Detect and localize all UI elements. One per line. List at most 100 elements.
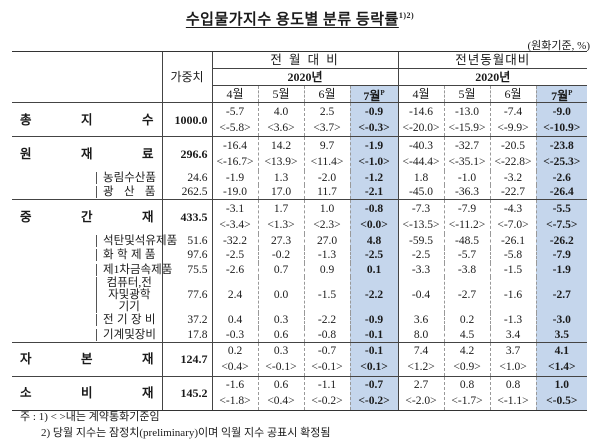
yoy-value-cell: -5.7 xyxy=(443,248,491,263)
mom-value-cell: 27.3 xyxy=(257,233,304,248)
yoy-value-cell: -1.6 xyxy=(489,277,537,313)
unit-label: (원화기준, %) xyxy=(527,40,590,52)
contract-currency-value: <-9.9> xyxy=(497,121,529,134)
footnote-2: 2) 당월 지수는 잠정치(preliminary)이며 익월 지수 공표시 확… xyxy=(41,427,331,439)
contract-currency-value: <-11.2> xyxy=(448,218,486,231)
mom-value-cell: 9.7 <11.4> xyxy=(303,136,350,171)
weight-cell: 97.6 xyxy=(161,248,212,263)
yoy-value-cell: -3.3 xyxy=(397,262,445,277)
contract-currency-value: <-0.1> xyxy=(265,361,297,373)
yoy-value-cell: -7.4 <-9.9> xyxy=(489,102,537,137)
weight-cell: 77.6 xyxy=(161,277,212,313)
mom-value-cell: -0.1 <0.1> xyxy=(349,341,399,376)
yoy-value-cell: 2.7 <-2.0> xyxy=(397,375,445,411)
yoy-value-cell: -4.3 <-7.0> xyxy=(489,199,537,234)
yoy-value-cell: -26.2 xyxy=(535,233,588,248)
mom-value-cell: -0.3 xyxy=(211,327,258,342)
yoy-value-cell: -9.0 <-10.9> xyxy=(535,102,588,137)
yoy-value-cell: -0.4 xyxy=(397,277,445,313)
yoy-value-cell: -48.5 xyxy=(443,233,491,248)
category-row: 소 비 재 145.2 -1.6 <-1.8> 0.6 <0.4> -1.1 <-0.2> -0.7… xyxy=(12,375,588,411)
weight-cell: 37.2 xyxy=(161,313,212,328)
mom-value-cell: -0.1 xyxy=(349,327,399,342)
preliminary-mark: P xyxy=(380,88,385,97)
mom-value-cell: 0.7 xyxy=(257,262,304,277)
import-price-index-table: 가중치 전 월 대 비 전년동월대비 2020년 2020년 4월 5월 6월 7월P 4월 5월 6… xyxy=(12,51,588,411)
yoy-value-cell: 7.4 <1.2> xyxy=(397,341,445,376)
yoy-value-cell: -23.8 <-25.3> xyxy=(535,136,588,171)
subcategory-row: 광 산 품 262.5 -19.0 17.0 11.7 -2.1 -45.0 -36.3 -22.7… xyxy=(12,185,588,200)
contract-currency-value: <-7.0> xyxy=(497,218,529,231)
yoy-value-cell: 3.5 xyxy=(535,327,588,342)
mom-value-cell: 27.0 xyxy=(303,233,350,248)
mom-value-cell: -1.9 <-1.0> xyxy=(349,136,399,171)
yoy-value-cell: -3.2 xyxy=(489,170,537,185)
yoy-value-cell: 0.8 <-1.7> xyxy=(443,375,491,411)
weight-header: 가중치 xyxy=(161,51,212,103)
contract-currency-value: <-7.5> xyxy=(546,218,578,231)
contract-currency-value: <-22.8> xyxy=(494,155,532,168)
category-row: 자 본 재 124.7 0.2 <0.4> 0.3 <-0.1> -0.7 <-0.1> -0.1 <… xyxy=(12,341,588,376)
weight-cell: 51.6 xyxy=(161,233,212,248)
mom-value-cell: 17.0 xyxy=(257,185,304,200)
subcategory-row: 전 기 장 비 37.2 0.4 0.3 -2.2 -0.9 3.6 0.2 -1.3 -3.0 xyxy=(12,313,588,328)
subcategory-row: 기 계 및 장 비 17.8 -0.3 0.6 -0.8 -0.1 8.0 4.5 3.4 3.5 xyxy=(12,327,588,343)
yoy-value-cell: -3.0 xyxy=(535,313,588,328)
title-footnote-ref: 1)2) xyxy=(398,11,415,20)
mom-year-header: 2020년 xyxy=(211,68,399,86)
mom-month-header: 6월 xyxy=(303,85,350,103)
header-row-group: 가중치 전 월 대 비 전년동월대비 xyxy=(12,51,588,103)
mom-value-cell: -1.9 xyxy=(211,170,258,185)
yoy-value-cell: -14.6 <-20.0> xyxy=(397,102,445,137)
contract-currency-value: <2.3> xyxy=(313,218,341,231)
yoy-group-header: 전년동월대비 xyxy=(397,51,588,69)
yoy-value-cell: -26.1 xyxy=(489,233,537,248)
mom-value-cell: -1.5 xyxy=(303,277,350,313)
weight-cell: 433.5 xyxy=(161,199,212,234)
mom-value-cell: -0.7 <-0.2> xyxy=(349,375,399,411)
mom-value-cell: 1.7 <1.3> xyxy=(257,199,304,234)
mom-value-cell: 0.1 xyxy=(349,262,399,277)
yoy-value-cell: -20.5 <-22.8> xyxy=(489,136,537,171)
mom-value-cell: -1.3 xyxy=(303,248,350,263)
mom-month-header: 5월 xyxy=(257,85,304,103)
yoy-value-cell: -7.9 xyxy=(535,248,588,263)
contract-currency-value: <3.6> xyxy=(267,121,295,134)
yoy-value-cell: -2.6 xyxy=(535,170,588,185)
mom-value-cell: -3.1 <-3.4> xyxy=(211,199,258,234)
contract-currency-value: <0.0> xyxy=(360,218,388,231)
mom-value-cell: -2.0 xyxy=(303,170,350,185)
yoy-value-cell: 3.7 <1.0> xyxy=(489,341,537,376)
yoy-month-header: 6월 xyxy=(489,85,537,103)
mom-value-cell: 2.4 xyxy=(211,277,258,313)
contract-currency-value: <1.2> xyxy=(407,361,435,373)
contract-currency-value: <1.3> xyxy=(267,218,295,231)
yoy-month-header: 7월P xyxy=(535,85,588,103)
page-title: 수입물가지수 용도별 분류 등락률1)2) xyxy=(185,11,415,28)
yoy-month-header: 5월 xyxy=(443,85,491,103)
contract-currency-value: <-0.5> xyxy=(546,395,578,407)
mom-group-header: 전 월 대 비 xyxy=(211,51,399,69)
yoy-value-cell: 0.8 <-1.1> xyxy=(489,375,537,411)
mom-month-header: 4월 xyxy=(211,85,258,103)
mom-value-cell: -0.7 <-0.1> xyxy=(303,341,350,376)
contract-currency-value: <-0.3> xyxy=(358,121,390,134)
yoy-value-cell: -1.5 xyxy=(489,262,537,277)
yoy-value-cell: -7.9 <-11.2> xyxy=(443,199,491,234)
mom-value-cell: 0.6 xyxy=(257,327,304,342)
mom-value-cell: 14.2 <13.9> xyxy=(257,136,304,171)
mom-value-cell: -1.6 <-1.8> xyxy=(211,375,258,411)
mom-value-cell: 1.0 <2.3> xyxy=(303,199,350,234)
contract-currency-value: <0.1> xyxy=(360,361,388,373)
yoy-value-cell: -5.5 <-7.5> xyxy=(535,199,588,234)
yoy-value-cell: 1.0 <-0.5> xyxy=(535,375,588,411)
mom-value-cell: -5.7 <-5.8> xyxy=(211,102,258,137)
contract-currency-value: <-44.4> xyxy=(402,155,440,168)
yoy-value-cell: -32.7 <-35.1> xyxy=(443,136,491,171)
contract-currency-value: <-2.0> xyxy=(405,395,437,407)
category-header xyxy=(12,51,162,103)
